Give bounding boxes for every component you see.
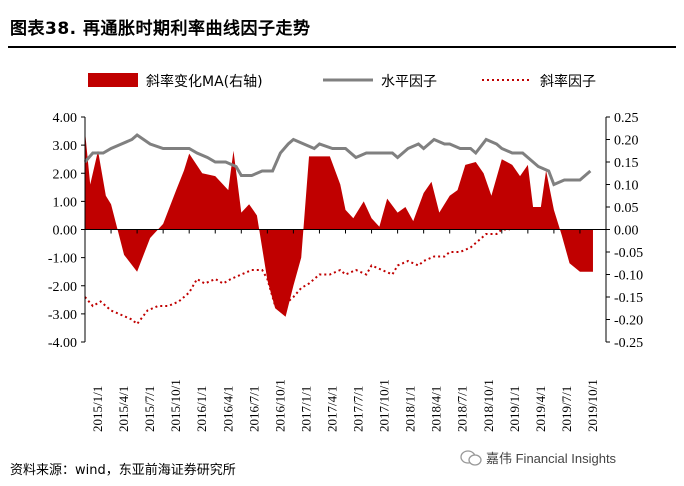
chart-title: 图表38. 再通胀时期利率曲线因子走势 (10, 19, 311, 39)
watermark: 嘉伟 Financial Insights (460, 448, 616, 467)
y-right-tick-label: -0.05 (614, 246, 643, 261)
y-left-tick-label: 2.00 (53, 167, 78, 182)
x-tick-label: 2017/1/1 (298, 386, 313, 432)
x-tick-label: 2018/10/1 (481, 379, 496, 432)
x-tick-label: 2015/4/1 (116, 386, 131, 432)
title-divider (8, 46, 676, 48)
x-tick-label: 2016/7/1 (246, 386, 261, 432)
y-right-tick-label: 0.25 (614, 111, 639, 126)
legend-swatch-slope-change (88, 73, 138, 87)
x-tick-label: 2017/10/1 (377, 379, 392, 432)
y-right-tick-label: 0.20 (614, 134, 639, 149)
x-tick-label: 2019/1/1 (507, 386, 522, 432)
legend-label-slope: 斜率因子 (540, 73, 596, 90)
y-right-tick-label: 0.15 (614, 156, 639, 171)
plot-area: 4.00 3.00 2.00 1.00 0.00 -1.00 -2.00 -3.00 -4.00… (48, 111, 643, 432)
y-left-tick-label: 0.00 (53, 224, 78, 239)
series-line-level (83, 133, 592, 187)
y-left-tick-label: -4.00 (48, 336, 77, 351)
y-right-tick-label: 0.05 (614, 201, 639, 216)
x-tick-label: 2016/4/1 (220, 386, 235, 432)
legend: 斜率变化MA(右轴) 水平因子 斜率因子 (88, 73, 596, 90)
legend-label-slope-change: 斜率变化MA(右轴) (146, 73, 263, 90)
x-tick-label: 2018/4/1 (429, 386, 444, 432)
source-note: 资料来源：wind，东亚前海证券研究所 (10, 463, 236, 478)
y-left-tick-label: -1.00 (48, 252, 77, 267)
x-tick-label: 2015/10/1 (168, 379, 183, 432)
series-area-slope-change (85, 131, 593, 317)
y-right-tick-label: -0.20 (614, 314, 643, 329)
y-left-tick-label: -3.00 (48, 308, 77, 323)
x-tick-label: 2018/1/1 (403, 386, 418, 432)
x-tick-label: 2019/7/1 (559, 386, 574, 432)
x-tick-label: 2019/4/1 (533, 386, 548, 432)
y-right-tick-label: -0.25 (614, 336, 643, 351)
x-tick-label: 2018/7/1 (455, 386, 470, 432)
x-tick-label: 2017/4/1 (324, 386, 339, 432)
y-right-tick-label: -0.15 (614, 291, 643, 306)
x-tick-label: 2016/1/1 (194, 386, 209, 432)
chart-area: 斜率变化MA(右轴) 水平因子 斜率因子 4.00 3.00 2.00 1.00 0.0… (48, 73, 643, 432)
wechat-icon (460, 449, 482, 466)
y-left-tick-label: 3.00 (53, 139, 78, 154)
series-line-slope (84, 228, 510, 326)
watermark-text: 嘉伟 Financial Insights (486, 451, 617, 466)
y-left-tick-label: 4.00 (53, 111, 78, 126)
x-tick-label: 2017/7/1 (351, 386, 366, 432)
y-left-tick-label: 1.00 (53, 195, 78, 210)
y-right-tick-label: -0.10 (614, 269, 643, 284)
y-right-tick-label: 0.10 (614, 179, 639, 194)
x-tick-label: 2019/10/1 (585, 379, 600, 432)
y-left-tick-label: -2.00 (48, 280, 77, 295)
x-tick-label: 2016/10/1 (272, 379, 287, 432)
y-right-tick-label: 0.00 (614, 224, 639, 239)
legend-label-level: 水平因子 (381, 74, 437, 90)
x-tick-label: 2015/7/1 (142, 386, 157, 432)
x-tick-label: 2015/1/1 (90, 386, 105, 432)
